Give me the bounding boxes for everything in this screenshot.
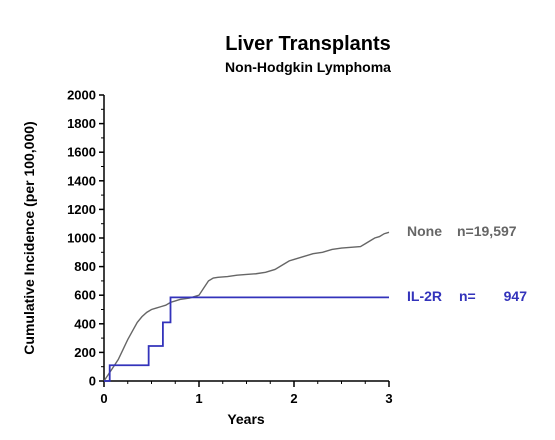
series-layer xyxy=(103,231,390,382)
legend-none-n: n=19,597 xyxy=(457,223,517,239)
legend-il2r-label: IL-2R xyxy=(407,288,442,304)
y-tick-label: 0 xyxy=(89,374,96,389)
series-line-none xyxy=(103,231,390,382)
legend-il2r-n-value: 947 xyxy=(504,288,528,304)
x-tick-label: 3 xyxy=(385,391,392,406)
y-axis-label: Cumulative Incidence (per 100,000) xyxy=(21,121,37,354)
y-tick-label: 1800 xyxy=(67,116,96,131)
series-line-il-2r xyxy=(104,296,389,382)
y-tick-label: 1600 xyxy=(67,145,96,160)
legend-il2r-n-prefix: n= xyxy=(459,288,476,304)
x-tick-label: 1 xyxy=(195,391,202,406)
legend-none-label: None xyxy=(407,223,442,239)
y-tick-label: 400 xyxy=(74,316,96,331)
y-axis: 0 200 400 600 800 1000 1200 1400 1600 1800 2000 xyxy=(67,88,105,389)
y-tick-label: 600 xyxy=(74,288,96,303)
y-tick-label: 1000 xyxy=(67,231,96,246)
x-axis: 0 1 2 3 xyxy=(100,380,393,406)
y-tick-label: 800 xyxy=(74,259,96,274)
x-axis-label: Years xyxy=(227,411,265,427)
y-tick-label: 1200 xyxy=(67,202,96,217)
y-tick-label: 2000 xyxy=(67,88,96,103)
chart-title: Liver Transplants xyxy=(225,33,391,55)
x-tick-label: 2 xyxy=(290,391,297,406)
y-tick-label: 1400 xyxy=(67,173,96,188)
y-tick-label: 200 xyxy=(74,345,96,360)
x-tick-label: 0 xyxy=(100,391,107,406)
chart-subtitle: Non-Hodgkin Lymphoma xyxy=(225,59,391,75)
